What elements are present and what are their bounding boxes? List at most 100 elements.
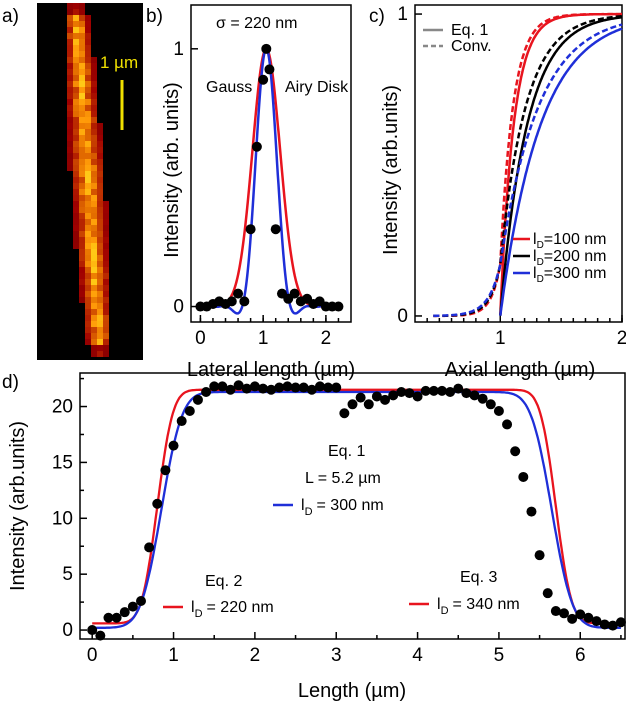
- microscopy-image: 1 µm: [37, 3, 143, 360]
- chart-d-length-label: L = 5.2 µm: [305, 470, 381, 487]
- chart-b-ytick-label: 0: [173, 297, 184, 318]
- image-pixel: [97, 213, 103, 219]
- image-pixel: [67, 141, 73, 147]
- image-pixel: [79, 183, 85, 189]
- image-pixel: [67, 57, 73, 63]
- chart-d-ytick-label: 10: [52, 508, 73, 529]
- image-pixel: [67, 51, 73, 57]
- chart-b-xlabel: Lateral length (µm): [187, 359, 355, 381]
- image-pixel: [97, 321, 103, 327]
- chart-d-ytick-label: 20: [52, 397, 73, 418]
- chart-d-eq1-lD: lD = 300 nm: [301, 497, 384, 518]
- image-pixel: [91, 171, 97, 177]
- chart-d-eq3-lD: lD = 340 nm: [437, 596, 520, 617]
- image-pixel: [79, 201, 85, 207]
- chart-b-point: [245, 224, 256, 235]
- image-pixel: [73, 51, 79, 57]
- image-pixel: [73, 69, 79, 75]
- image-pixel: [67, 117, 73, 123]
- chart-d-point: [518, 471, 529, 482]
- image-pixel: [85, 225, 91, 231]
- image-pixel: [79, 297, 85, 303]
- image-pixel: [91, 327, 97, 333]
- image-pixel: [73, 237, 79, 243]
- chart-c-legend-label: lD=100 nm: [533, 231, 607, 251]
- image-pixel: [85, 21, 91, 27]
- image-pixel: [85, 141, 91, 147]
- chart-d-point: [510, 446, 521, 457]
- chart-c-legend-label: lD=200 nm: [533, 248, 607, 268]
- image-pixel: [67, 147, 73, 153]
- image-pixel: [97, 195, 103, 201]
- chart-c-ytick-label: 1: [397, 4, 408, 25]
- image-pixel: [85, 183, 91, 189]
- image-pixel: [91, 75, 97, 81]
- image-pixel: [67, 87, 73, 93]
- image-pixel: [73, 165, 79, 171]
- image-pixel: [79, 225, 85, 231]
- image-pixel: [91, 273, 97, 279]
- chart-d-eq2-label: Eq. 2: [205, 573, 242, 590]
- image-pixel: [103, 231, 109, 237]
- image-pixel: [67, 153, 73, 159]
- image-pixel: [91, 105, 97, 111]
- image-pixel: [73, 219, 79, 225]
- image-pixel: [97, 207, 103, 213]
- image-pixel: [79, 129, 85, 135]
- chart-d-point: [436, 385, 447, 396]
- image-pixel: [91, 111, 97, 117]
- image-pixel: [85, 177, 91, 183]
- image-pixel: [91, 231, 97, 237]
- image-pixel: [73, 99, 79, 105]
- image-pixel: [79, 267, 85, 273]
- image-pixel: [79, 273, 85, 279]
- image-pixel: [73, 81, 79, 87]
- image-pixel: [73, 129, 79, 135]
- image-pixel: [85, 231, 91, 237]
- image-pixel: [85, 267, 91, 273]
- legend-conv-label: Conv.: [451, 38, 492, 55]
- image-pixel: [79, 63, 85, 69]
- image-pixel: [85, 291, 91, 297]
- image-pixel: [97, 177, 103, 183]
- image-pixel: [79, 153, 85, 159]
- image-pixel: [79, 111, 85, 117]
- image-pixel: [97, 159, 103, 165]
- chart-d-point: [266, 384, 277, 395]
- image-pixel: [91, 297, 97, 303]
- image-pixel: [67, 123, 73, 129]
- chart-b-xtick-label: 1: [258, 328, 269, 349]
- image-pixel: [79, 213, 85, 219]
- image-pixel: [67, 9, 73, 15]
- chart-d-point: [282, 381, 293, 392]
- image-pixel: [79, 99, 85, 105]
- image-pixel: [85, 243, 91, 249]
- image-pixel: [67, 111, 73, 117]
- image-pixel: [85, 99, 91, 105]
- image-pixel: [97, 285, 103, 291]
- chart-d-point: [526, 506, 537, 517]
- image-pixel: [79, 141, 85, 147]
- chart-d-point: [567, 613, 578, 624]
- image-pixel: [79, 117, 85, 123]
- image-pixel: [67, 129, 73, 135]
- image-pixel: [103, 261, 109, 267]
- image-pixel: [103, 291, 109, 297]
- image-pixel: [97, 291, 103, 297]
- image-pixel: [97, 309, 103, 315]
- chart-b-xtick-label: 0: [195, 328, 206, 349]
- chart-d-point: [542, 588, 553, 599]
- image-pixel: [97, 351, 103, 357]
- image-pixel: [91, 345, 97, 351]
- image-pixel: [97, 171, 103, 177]
- chart-d-xtick-label: 4: [412, 645, 423, 666]
- image-pixel: [79, 75, 85, 81]
- chart-d-xtick-label: 5: [494, 645, 505, 666]
- chart-d-point: [550, 606, 561, 617]
- image-pixel: [73, 63, 79, 69]
- chart-d-point: [249, 381, 260, 392]
- image-pixel: [79, 255, 85, 261]
- chart-d-point: [412, 391, 423, 402]
- chart-c-series: [499, 27, 623, 316]
- image-pixel: [79, 21, 85, 27]
